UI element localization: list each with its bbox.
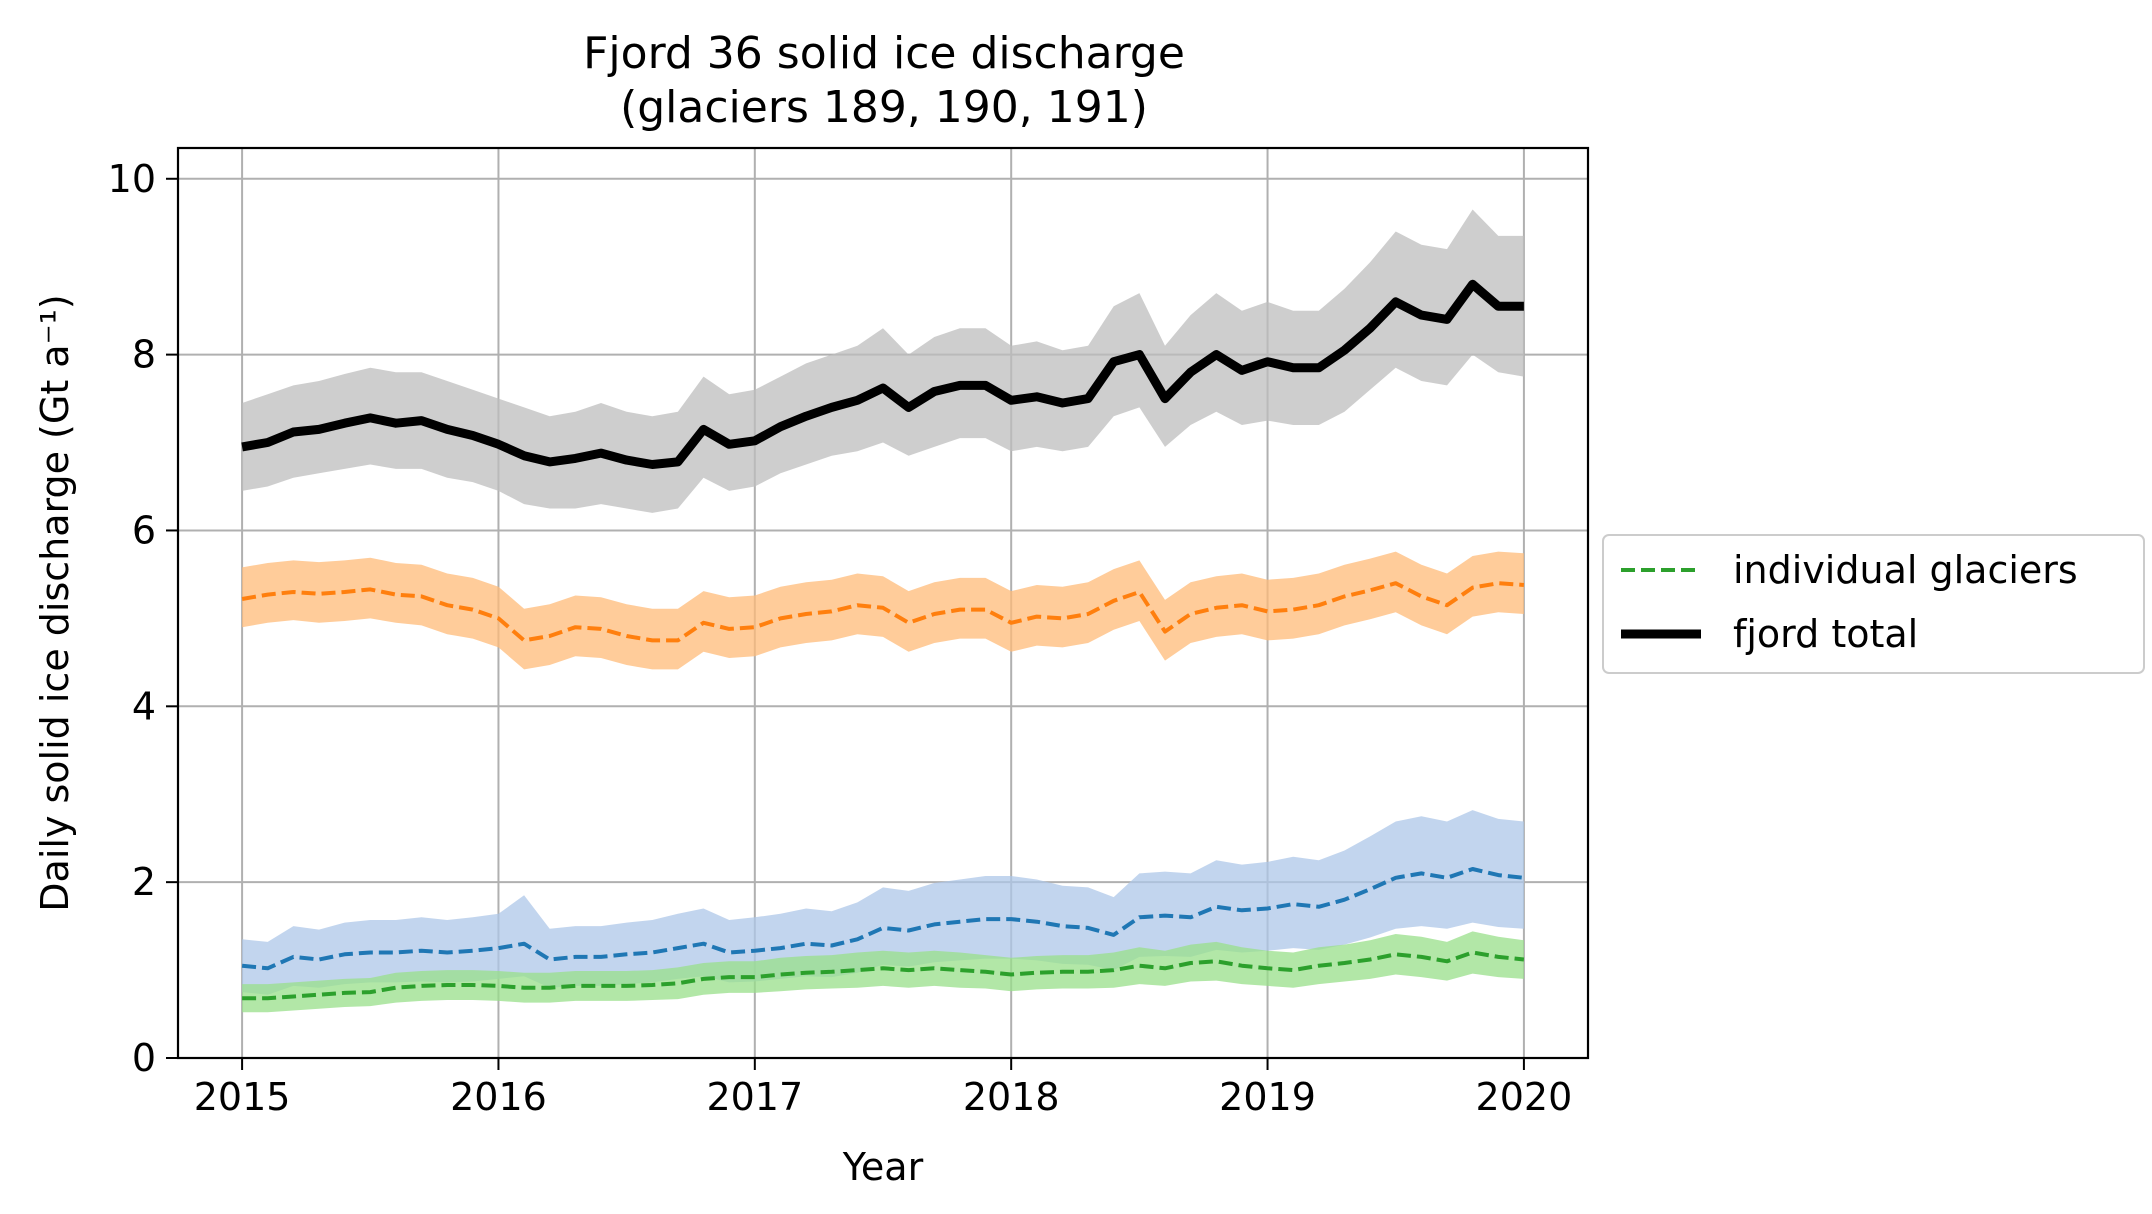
series-line-1	[241, 581, 1525, 643]
plot-frame	[176, 146, 1590, 1060]
uncertainty-band-3	[242, 931, 1524, 1013]
x-axis-label: Year	[842, 1145, 924, 1189]
series-line-2	[241, 867, 1525, 971]
y-tick-label-5: 10	[108, 157, 156, 201]
legend-label-fjord-total: fjord total	[1733, 612, 1918, 656]
x-tick-label-2: 2017	[706, 1075, 803, 1119]
uncertainty-band-0	[242, 209, 1524, 513]
series-line-3	[242, 950, 1525, 1001]
legend-label-individual-glaciers: individual glaciers	[1733, 548, 2078, 592]
chart-title: Fjord 36 solid ice discharge	[583, 28, 1185, 79]
x-tick-label-0: 2015	[194, 1075, 291, 1119]
series-lines	[241, 279, 1525, 1001]
x-tick-label-5: 2020	[1476, 1075, 1573, 1119]
y-tick-label-0: 0	[132, 1036, 156, 1080]
y-axis-ticks: 0 2 4 6 8 10	[108, 157, 178, 1080]
x-tick-label-1: 2016	[450, 1075, 547, 1119]
y-axis-label: Daily solid ice discharge (Gt a⁻¹)	[33, 294, 77, 911]
y-tick-label-2: 4	[132, 684, 156, 728]
y-tick-label-3: 6	[132, 508, 156, 552]
uncertainty-band-1	[242, 551, 1524, 670]
x-tick-label-3: 2018	[963, 1075, 1060, 1119]
x-axis-ticks: 2015 2016 2017 2018 2019 2020	[194, 1058, 1573, 1119]
x-tick-label-4: 2019	[1219, 1075, 1316, 1119]
chart-subtitle: (glaciers 189, 190, 191)	[620, 82, 1148, 133]
uncertainty-bands	[242, 209, 1524, 1013]
legend: individual glaciers fjord total	[1602, 534, 2145, 674]
legend-box	[1602, 534, 2145, 674]
series-line-0	[241, 279, 1524, 469]
y-tick-label-1: 2	[132, 860, 156, 904]
y-tick-label-4: 8	[132, 333, 156, 377]
